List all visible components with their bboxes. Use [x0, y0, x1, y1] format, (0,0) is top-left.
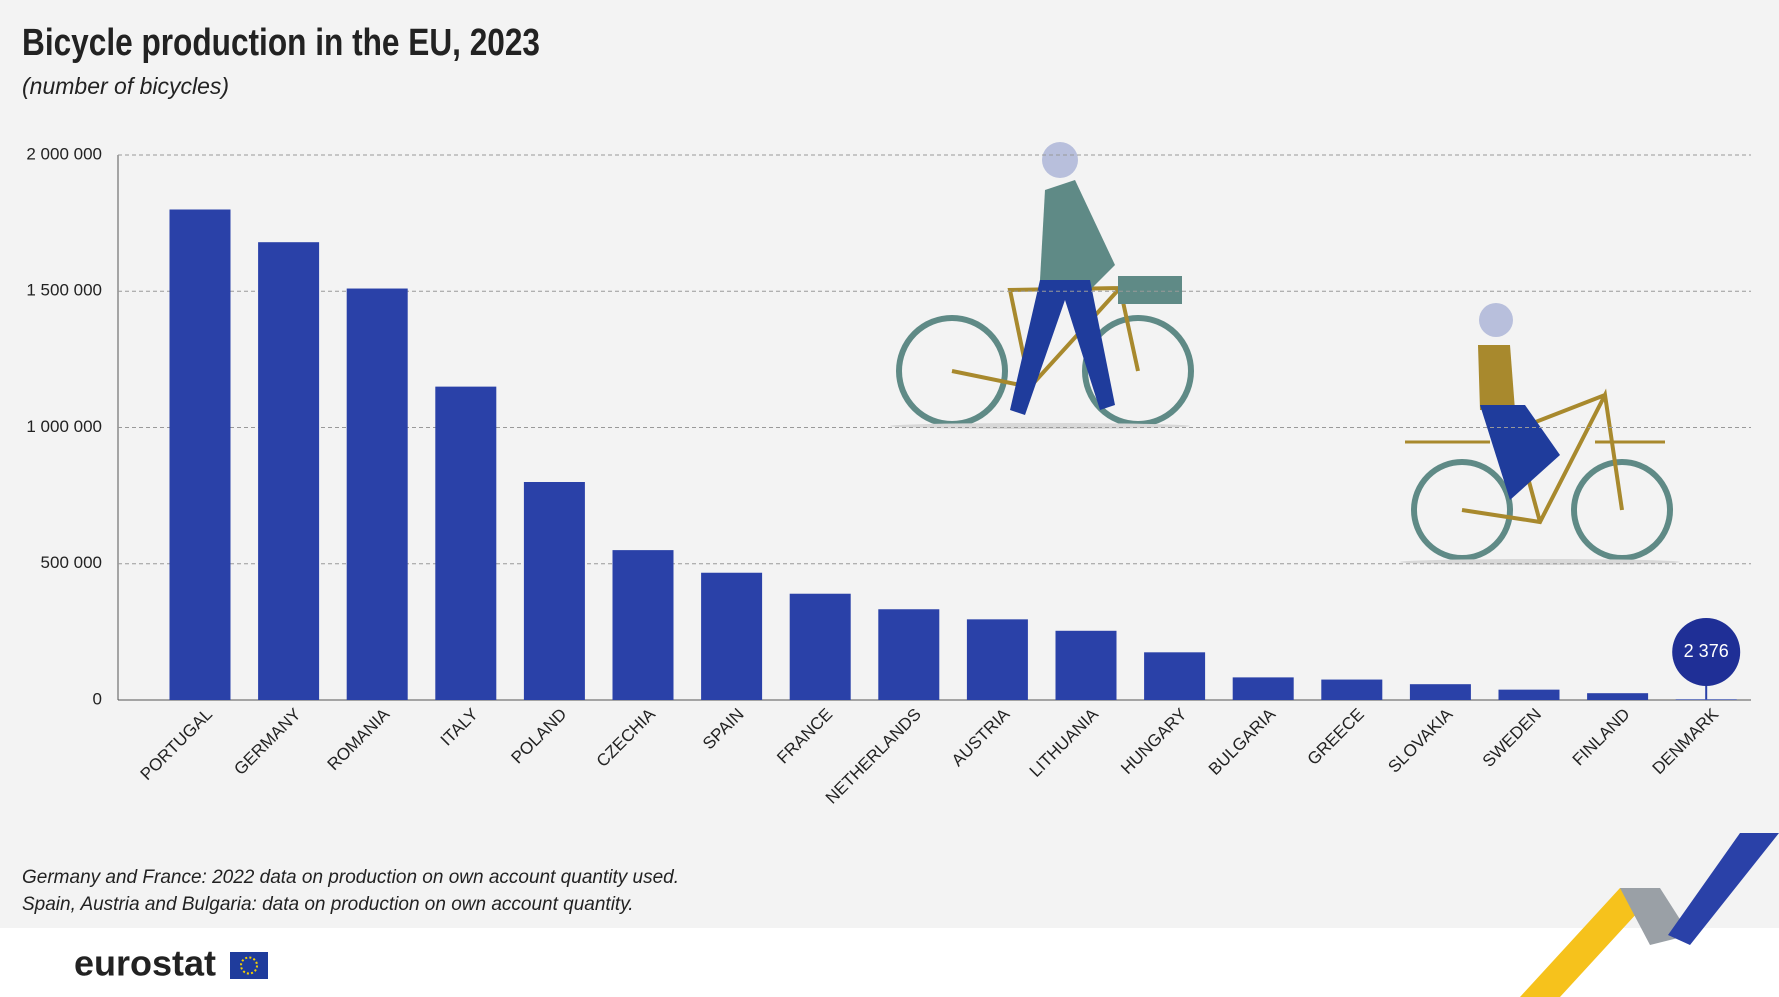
y-tick-label: 0	[93, 689, 102, 708]
deco-stripe	[1668, 833, 1779, 945]
chart-title: Bicycle production in the EU, 2023	[22, 22, 540, 64]
footnote: Germany and France: 2022 data on product…	[22, 867, 679, 888]
footnote: Spain, Austria and Bulgaria: data on pro…	[22, 894, 634, 915]
bar	[878, 609, 940, 700]
bar	[1587, 693, 1649, 700]
footer-band	[0, 928, 1779, 997]
bar	[1055, 630, 1117, 700]
bar	[1321, 679, 1383, 700]
bar	[1675, 699, 1737, 700]
bar	[1232, 677, 1294, 700]
bar	[435, 386, 497, 700]
bar	[523, 482, 585, 700]
y-tick-label: 1 500 000	[26, 281, 102, 300]
bar	[1409, 684, 1471, 700]
bar	[1144, 652, 1206, 700]
logo-text: eurostat	[74, 943, 216, 984]
bar	[789, 593, 851, 700]
bar	[1498, 689, 1560, 700]
illustration-walker	[890, 142, 1194, 429]
y-tick-label: 2 000 000	[26, 144, 102, 163]
y-tick-label: 1 000 000	[26, 417, 102, 436]
chart-subtitle: (number of bicycles)	[22, 73, 229, 99]
bar	[701, 572, 763, 700]
y-tick-label: 500 000	[41, 553, 102, 572]
bar	[258, 242, 320, 700]
label-bubble	[1672, 618, 1741, 686]
eu-stars	[240, 956, 258, 975]
value-label: 2 376	[1684, 641, 1729, 661]
bar	[612, 550, 674, 700]
bar	[966, 619, 1028, 700]
illustration-rider	[1400, 303, 1680, 565]
deco-stripe	[1520, 888, 1660, 997]
bar	[169, 209, 231, 700]
bar	[346, 288, 408, 700]
eu-flag	[230, 952, 268, 979]
